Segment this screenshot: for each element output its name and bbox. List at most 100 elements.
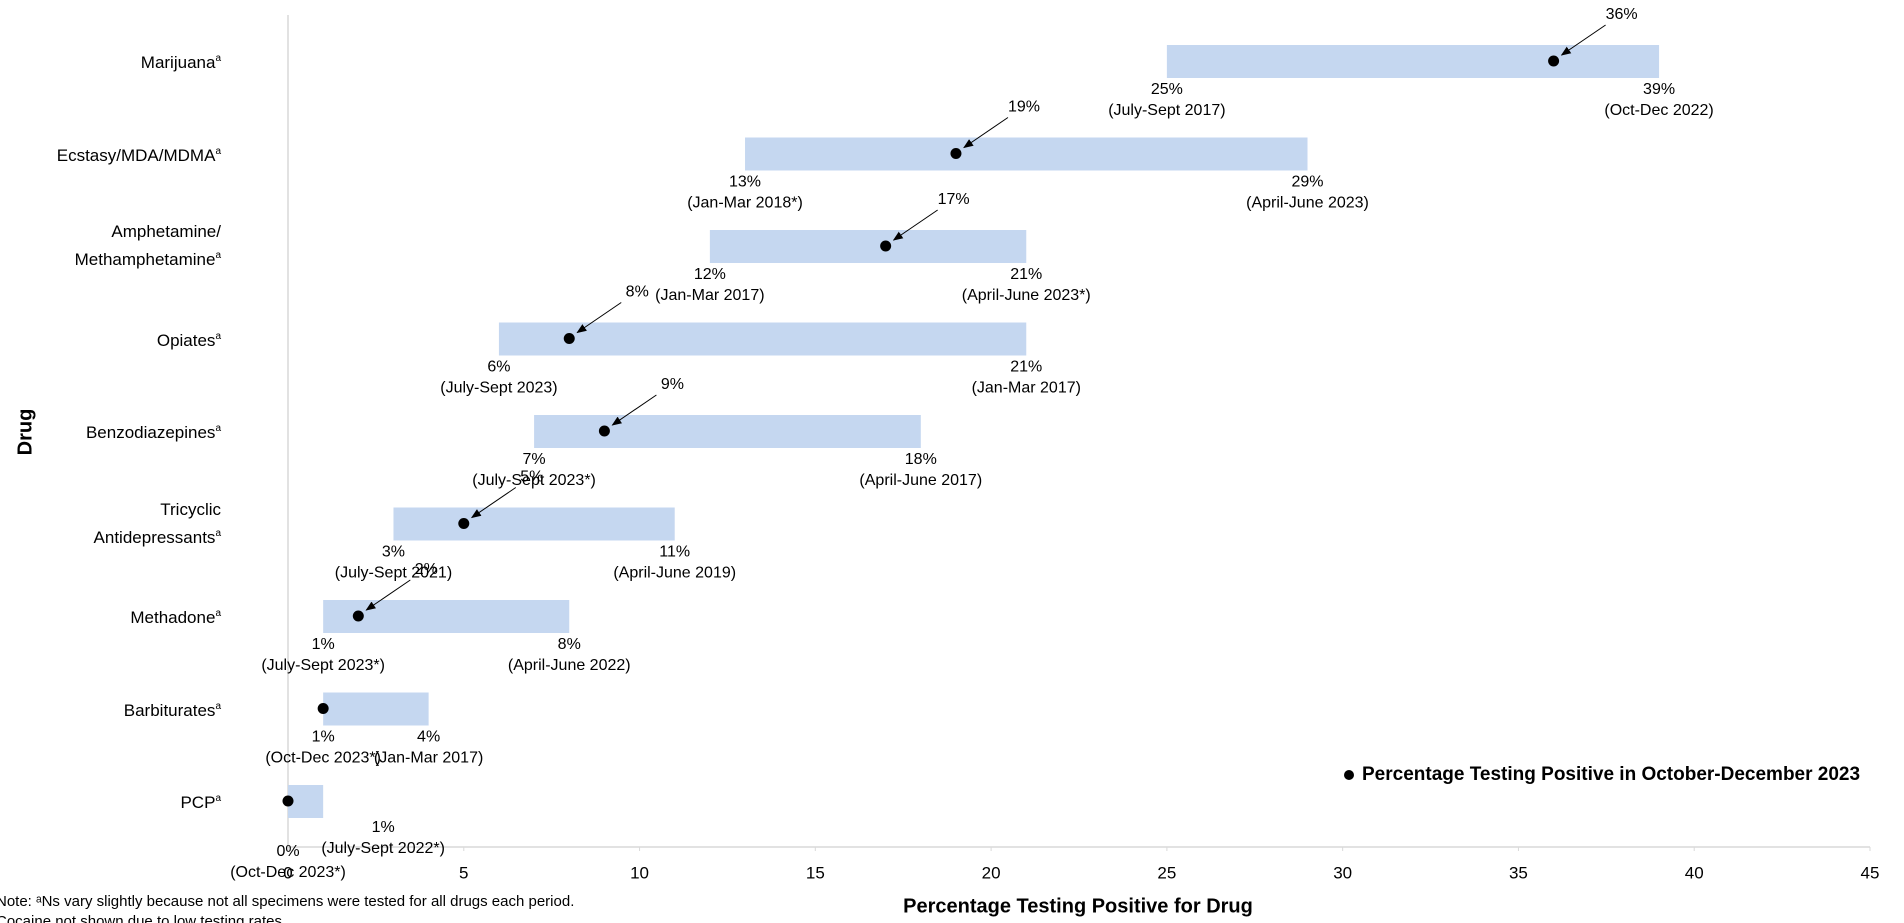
x-tick-label: 15 <box>806 863 825 882</box>
current-value-label: 19% <box>1008 99 1040 116</box>
low-period-label: (Jan-Mar 2018*) <box>687 195 803 212</box>
x-tick-label: 35 <box>1509 863 1528 882</box>
high-period-label: (April-June 2017) <box>859 472 982 489</box>
range-bar <box>498 322 1027 356</box>
callout-arrow <box>365 579 411 611</box>
category-name: PCP <box>180 792 216 812</box>
low-value-label: 7% <box>523 451 546 468</box>
category-label: PCPa <box>1 787 221 815</box>
category-name: Amphetamine/ Methamphetamine <box>74 222 221 269</box>
category-label: Ecstasy/MDA/MDMAa <box>1 140 221 168</box>
category-marker: a <box>215 423 221 435</box>
y-axis-title: Drug <box>14 409 36 456</box>
category-label: Marijuanaa <box>1 47 221 75</box>
category-marker: a <box>215 250 221 262</box>
range-bar <box>323 692 429 726</box>
high-value-label: 4% <box>417 729 440 746</box>
high-period-label: (Jan-Mar 2017) <box>972 380 1081 397</box>
category-label: Amphetamine/ Methamphetaminea <box>1 220 221 272</box>
category-label: Barbituratesa <box>1 695 221 723</box>
low-period-label: (July-Sept 2023*) <box>472 472 596 489</box>
high-value-label: 21% <box>1010 266 1042 283</box>
current-value-label: 17% <box>938 191 970 208</box>
high-period-label: (Oct-Dec 2022) <box>1604 102 1713 119</box>
legend-marker <box>1344 770 1354 780</box>
current-dot <box>458 518 470 529</box>
range-bar <box>288 785 324 818</box>
legend-label: Percentage Testing Positive in October-D… <box>1362 764 1860 785</box>
low-value-label: 0% <box>276 843 299 860</box>
category-label: Benzodiazepinesa <box>1 417 221 445</box>
callout-arrow <box>892 209 938 241</box>
low-value-label: 1% <box>312 729 335 746</box>
range-bar <box>709 230 1027 263</box>
range-bar <box>393 507 675 541</box>
category-label: Tricyclic Antidepressantsa <box>1 498 221 550</box>
current-value-label: 5% <box>520 469 543 486</box>
category-name: Opiates <box>156 330 216 350</box>
current-value-label: 8% <box>626 284 649 301</box>
high-value-label: 1% <box>372 819 395 836</box>
callout-arrow <box>963 117 1009 149</box>
x-tick-label: 20 <box>982 863 1001 882</box>
callout-arrow <box>611 394 657 426</box>
range-bar <box>323 600 570 633</box>
low-value-label: 12% <box>694 266 726 283</box>
low-period-label: (July-Sept 2017) <box>1108 102 1225 119</box>
current-value-label: 36% <box>1606 6 1638 23</box>
low-value-label: 25% <box>1151 81 1183 98</box>
low-period-label: (July-Sept 2023) <box>440 380 557 397</box>
note-line: Cocaine not shown due to low testing rat… <box>0 913 287 923</box>
high-value-label: 18% <box>905 451 937 468</box>
low-value-label: 13% <box>729 174 761 191</box>
category-marker: a <box>215 145 221 157</box>
current-dot <box>598 425 610 437</box>
low-period-label: (July-Sept 2021) <box>335 565 452 582</box>
current-dot <box>1548 55 1560 67</box>
current-dot <box>950 148 962 159</box>
range-bar <box>745 137 1308 171</box>
range-bar <box>534 415 921 448</box>
current-dot <box>563 333 575 344</box>
category-label: Opiatesa <box>1 325 221 353</box>
category-marker: a <box>215 53 221 65</box>
low-period-label: (July-Sept 2023*) <box>261 657 385 674</box>
high-period-label: (April-June 2023) <box>1246 195 1369 212</box>
high-period-label: (Jan-Mar 2017) <box>374 750 483 767</box>
low-period-label: (Oct-Dec 2023*) <box>230 864 346 881</box>
low-value-label: 6% <box>487 359 510 376</box>
current-dot <box>317 703 329 714</box>
high-period-label: (April-June 2023*) <box>962 287 1091 304</box>
x-tick-label: 40 <box>1685 863 1704 882</box>
category-marker: a <box>215 793 221 805</box>
category-marker: a <box>215 608 221 620</box>
note-line: Note: ᵃNs vary slightly because not all … <box>0 893 575 910</box>
current-value-label: 2% <box>415 561 438 578</box>
low-period-label: (Oct-Dec 2023*) <box>265 750 381 767</box>
high-value-label: 29% <box>1291 174 1323 191</box>
current-dot <box>352 610 364 622</box>
x-tick-label: 45 <box>1861 863 1880 882</box>
x-tick-label: 5 <box>459 863 468 882</box>
category-label: Methadonea <box>1 602 221 630</box>
category-name: Marijuana <box>140 52 216 72</box>
category-name: Benzodiazepines <box>85 422 216 442</box>
x-tick-label: 0 <box>283 863 292 882</box>
current-value-label: 9% <box>661 376 684 393</box>
category-name: Ecstasy/MDA/MDMA <box>56 145 216 165</box>
low-value-label: 1% <box>312 636 335 653</box>
x-axis-title: Percentage Testing Positive for Drug <box>903 895 1253 917</box>
high-period-label: (April-June 2019) <box>613 565 736 582</box>
high-value-label: 8% <box>558 636 581 653</box>
category-name: Tricyclic Antidepressants <box>93 499 221 547</box>
callout-arrow <box>576 302 622 334</box>
x-tick-label: 10 <box>630 863 649 882</box>
current-dot <box>282 795 294 807</box>
category-marker: a <box>215 700 221 712</box>
high-period-label: (April-June 2022) <box>508 657 631 674</box>
current-dot <box>880 240 892 252</box>
high-value-label: 39% <box>1643 81 1675 98</box>
high-value-label: 21% <box>1010 359 1042 376</box>
